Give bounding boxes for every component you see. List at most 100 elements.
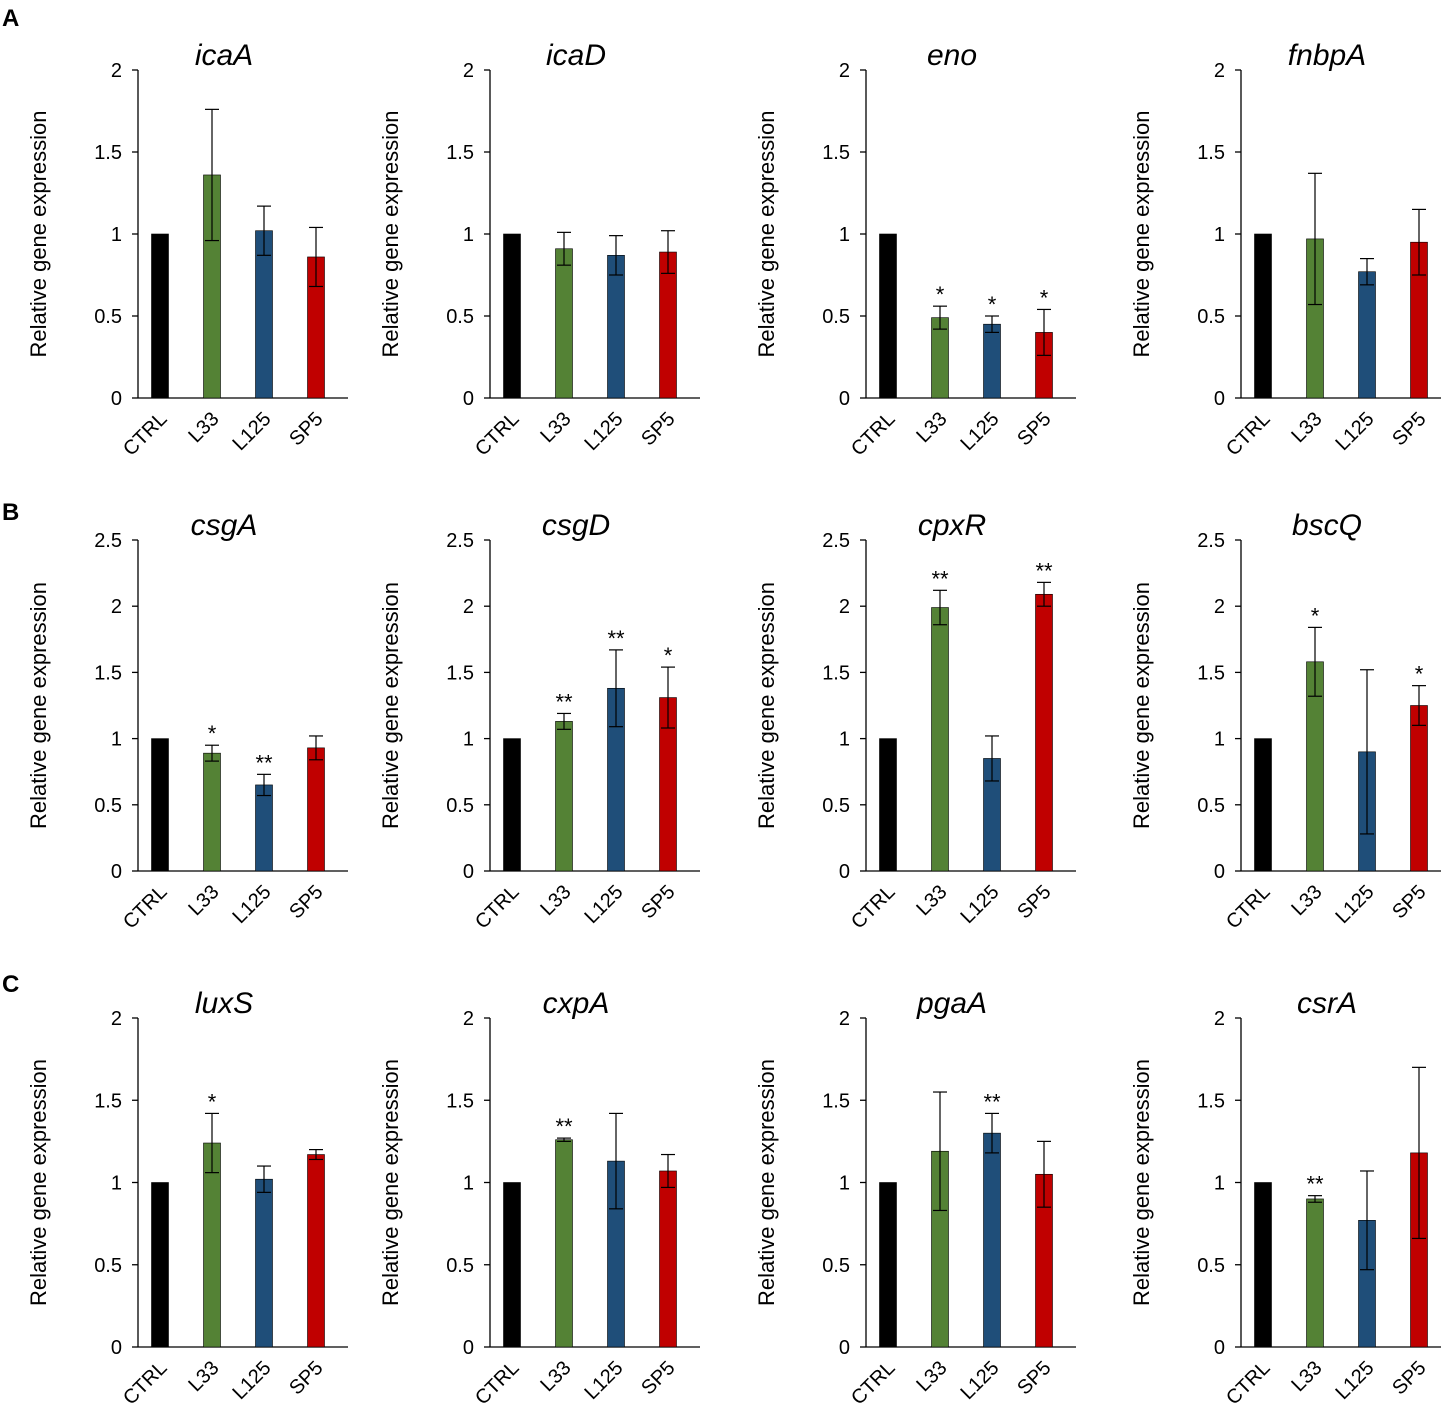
- chart-title: csrA: [1297, 987, 1357, 1020]
- category-label-L33: L33: [1287, 1357, 1326, 1396]
- y-tick-label: 1: [1214, 224, 1225, 246]
- y-axis-label: Relative gene expression: [754, 1059, 779, 1306]
- y-tick-label: 0.5: [94, 795, 122, 817]
- bar-L125: [255, 1178, 273, 1348]
- y-tick-label: 2.5: [1197, 530, 1225, 552]
- category-label-CTRL: CTRL: [1222, 1357, 1274, 1409]
- bar-L33: [555, 1139, 573, 1348]
- y-axis-label: Relative gene expression: [378, 110, 403, 357]
- y-tick-label: 1: [463, 1173, 474, 1195]
- category-label-CTRL: CTRL: [119, 1357, 171, 1409]
- category-label-SP5: SP5: [1388, 408, 1430, 450]
- chart-title: icaD: [546, 39, 606, 72]
- y-tick-label: 1: [111, 224, 122, 246]
- category-label-L33: L33: [184, 408, 223, 447]
- category-label-L125: L125: [957, 1357, 1004, 1404]
- y-axis-label: Relative gene expression: [1129, 110, 1154, 357]
- category-label-SP5: SP5: [1013, 881, 1055, 923]
- category-label-L125: L125: [1332, 1357, 1379, 1404]
- chart-csgA: csgA Relative gene expression 0 0.5 1 1.5 2 2.5…: [26, 509, 348, 933]
- category-label-SP5: SP5: [637, 1357, 679, 1399]
- category-label-CTRL: CTRL: [471, 1357, 523, 1409]
- category-label-L33: L33: [912, 1357, 951, 1396]
- y-tick-label: 2: [839, 60, 850, 82]
- y-axis-label: Relative gene expression: [26, 110, 51, 357]
- significance-L33: *: [208, 1089, 217, 1114]
- y-tick-label: 2: [111, 596, 122, 618]
- chart-title: luxS: [195, 987, 253, 1020]
- chart-bscQ: bscQ Relative gene expression 0 0.5 1 1.5 2 2.5…: [1129, 509, 1441, 933]
- y-tick-label: 0.5: [94, 1255, 122, 1277]
- significance-L33: **: [555, 689, 573, 714]
- y-tick-label: 0: [1214, 1337, 1225, 1359]
- significance-SP5: *: [1040, 285, 1049, 310]
- y-tick-label: 2: [463, 60, 474, 82]
- bar-CTRL: [151, 1182, 169, 1348]
- y-tick-label: 1.5: [446, 662, 474, 684]
- bar-L33: [555, 721, 573, 872]
- category-label-L125: L125: [581, 1357, 628, 1404]
- category-label-L33: L33: [536, 881, 575, 920]
- category-label-L125: L125: [581, 408, 628, 455]
- category-label-L33: L33: [184, 881, 223, 920]
- y-tick-label: 2.5: [446, 530, 474, 552]
- chart-title: csgA: [191, 509, 258, 542]
- bar-SP5: [659, 1170, 677, 1348]
- y-tick-label: 2.5: [94, 530, 122, 552]
- category-label-L33: L33: [1287, 881, 1326, 920]
- y-tick-label: 0.5: [822, 795, 850, 817]
- y-tick-label: 0.5: [822, 306, 850, 328]
- significance-L33: *: [1311, 603, 1320, 628]
- significance-L33: **: [931, 566, 949, 591]
- y-tick-label: 0: [111, 1337, 122, 1359]
- y-tick-label: 2: [111, 1008, 122, 1030]
- category-label-L125: L125: [1332, 881, 1379, 928]
- category-label-SP5: SP5: [285, 881, 327, 923]
- category-label-CTRL: CTRL: [847, 881, 899, 933]
- chart-title: cpxR: [918, 509, 986, 542]
- y-tick-label: 2: [839, 596, 850, 618]
- y-tick-label: 1: [463, 729, 474, 751]
- y-axis-label: Relative gene expression: [378, 1059, 403, 1306]
- y-tick-label: 0: [463, 861, 474, 883]
- y-axis-label: Relative gene expression: [26, 1059, 51, 1306]
- chart-title: csgD: [542, 509, 610, 542]
- y-axis-label: Relative gene expression: [1129, 582, 1154, 829]
- bar-CTRL: [503, 1182, 521, 1348]
- bar-L33: [931, 607, 949, 872]
- chart-icaA: icaA Relative gene expression 0 0.5 1 1.5 2 CTR…: [26, 39, 348, 460]
- category-label-CTRL: CTRL: [471, 881, 523, 933]
- y-tick-label: 1: [839, 729, 850, 751]
- chart-title: eno: [927, 39, 977, 72]
- category-label-SP5: SP5: [285, 408, 327, 450]
- y-tick-label: 1: [463, 224, 474, 246]
- chart-title: icaA: [195, 39, 253, 72]
- bar-SP5: [1410, 705, 1428, 872]
- bar-CTRL: [151, 233, 169, 399]
- bar-CTRL: [879, 1182, 897, 1348]
- category-label-SP5: SP5: [637, 408, 679, 450]
- category-label-L125: L125: [229, 881, 276, 928]
- bar-L125: [983, 1132, 1001, 1348]
- category-label-L33: L33: [912, 408, 951, 447]
- category-label-L33: L33: [1287, 408, 1326, 447]
- y-tick-label: 1.5: [94, 1090, 122, 1112]
- y-tick-label: 0: [111, 388, 122, 410]
- y-tick-label: 2: [463, 1008, 474, 1030]
- category-label-CTRL: CTRL: [119, 408, 171, 460]
- y-tick-label: 1: [1214, 729, 1225, 751]
- significance-L33: *: [208, 721, 217, 746]
- significance-SP5: *: [664, 643, 673, 668]
- bar-L125: [607, 255, 625, 399]
- significance-L125: *: [988, 292, 997, 317]
- y-tick-label: 2: [1214, 596, 1225, 618]
- y-tick-label: 1.5: [1197, 1090, 1225, 1112]
- chart-csgD: csgD Relative gene expression 0 0.5 1 1.5 2 2.5…: [378, 509, 700, 933]
- y-tick-label: 1.5: [446, 142, 474, 164]
- y-tick-label: 1.5: [822, 1090, 850, 1112]
- category-label-CTRL: CTRL: [847, 1357, 899, 1409]
- significance-SP5: **: [1035, 558, 1053, 583]
- y-tick-label: 0.5: [446, 1255, 474, 1277]
- y-tick-label: 0.5: [1197, 306, 1225, 328]
- y-tick-label: 0.5: [822, 1255, 850, 1277]
